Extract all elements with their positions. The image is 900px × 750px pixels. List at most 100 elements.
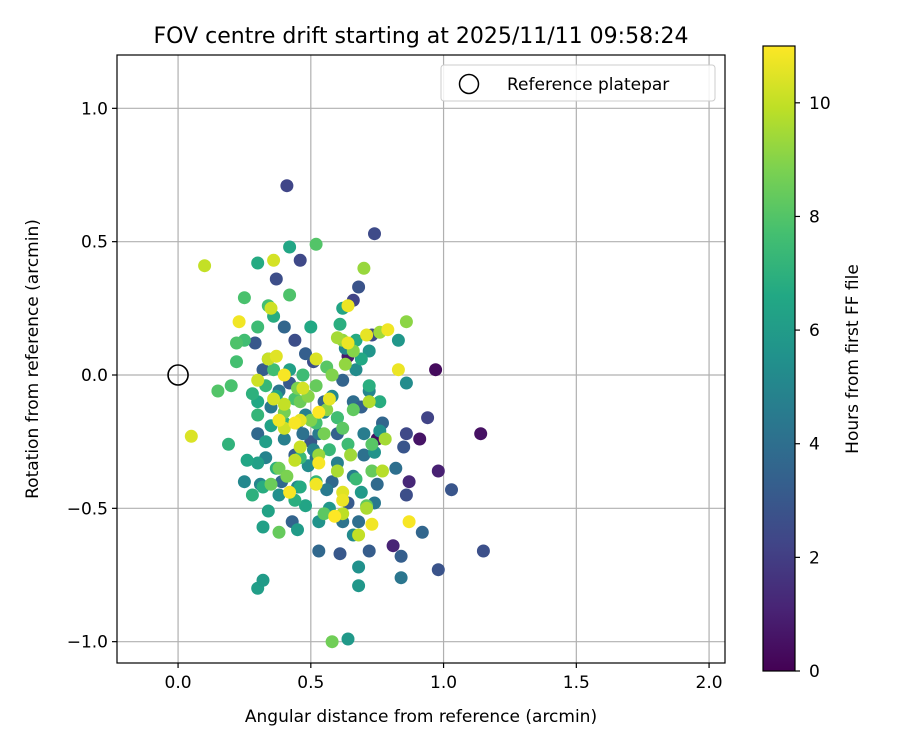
colorbar-gradient [762, 45, 796, 672]
data-point [373, 395, 387, 409]
reference-platepar-marker [167, 364, 189, 386]
data-point [330, 331, 344, 345]
data-point [399, 488, 413, 502]
data-point [360, 328, 374, 342]
data-point [402, 475, 416, 489]
data-point [352, 528, 366, 542]
data-point [256, 363, 270, 377]
data-point [394, 571, 408, 585]
data-point [333, 317, 347, 331]
data-point [256, 573, 270, 587]
data-point [352, 579, 366, 593]
x-tick-label: 1.0 [430, 673, 457, 693]
data-point [341, 437, 355, 451]
data-point [309, 237, 323, 251]
colorbar-tick-label: 10 [809, 94, 831, 114]
data-point [283, 485, 297, 499]
data-point [386, 539, 400, 553]
data-point [333, 547, 347, 561]
y-tick-label: −1.0 [67, 633, 108, 653]
data-point [368, 227, 381, 241]
data-point [222, 437, 235, 451]
data-point [291, 523, 304, 537]
data-point [320, 483, 334, 497]
data-point [230, 355, 243, 369]
data-point [336, 421, 350, 435]
data-point [304, 413, 318, 427]
colorbar: 0 2 4 6 8 10 Hours from first FF file [762, 45, 863, 682]
data-point [431, 464, 445, 478]
data-point [296, 427, 310, 441]
data-point [267, 392, 281, 406]
x-tick-label: 0.5 [297, 673, 324, 693]
data-point [269, 272, 283, 286]
data-point [328, 509, 342, 523]
colorbar-tick-label: 2 [809, 548, 820, 568]
data-point [264, 477, 278, 491]
data-point [269, 349, 283, 363]
colorbar-tick-label: 8 [809, 207, 820, 227]
data-point [261, 504, 275, 518]
data-point [389, 461, 403, 475]
data-point [264, 301, 278, 315]
y-tick-label: 0.0 [81, 366, 108, 386]
data-point [251, 256, 265, 270]
colorbar-ticks: 0 2 4 6 8 10 [795, 94, 831, 682]
colorbar-tick-label: 6 [809, 321, 820, 341]
data-point [391, 363, 405, 377]
data-point [365, 464, 379, 478]
data-point [349, 472, 363, 486]
data-point [280, 469, 294, 483]
data-point [293, 440, 307, 454]
colorbar-label: Hours from first FF file [843, 264, 863, 454]
data-point [362, 544, 376, 558]
y-axis-label: Rotation from reference (arcmin) [23, 219, 43, 499]
data-point [230, 336, 243, 350]
x-tick-label: 1.5 [563, 673, 590, 693]
data-point [341, 632, 355, 646]
data-point [330, 464, 344, 478]
data-point [240, 453, 254, 467]
data-point [280, 179, 294, 193]
data-point [259, 435, 273, 449]
data-point [391, 333, 405, 347]
data-point [245, 488, 259, 502]
colorbar-tick-label: 4 [809, 435, 820, 455]
data-point [378, 432, 392, 446]
data-point [476, 544, 490, 558]
data-point [431, 563, 445, 577]
data-point [344, 448, 358, 462]
x-axis-label: Angular distance from reference (arcmin) [245, 707, 597, 727]
y-tick-label: −0.5 [67, 499, 108, 519]
data-point [352, 560, 366, 574]
data-point [288, 416, 302, 430]
y-tick-label: 1.0 [81, 99, 108, 119]
data-point [283, 240, 297, 254]
data-point [330, 411, 344, 425]
data-point [365, 437, 379, 451]
data-point [251, 408, 265, 422]
data-point [354, 352, 368, 366]
data-point [402, 515, 416, 529]
data-point [232, 315, 246, 329]
data-point [399, 376, 413, 390]
data-point [251, 427, 265, 441]
data-point [415, 525, 429, 539]
data-point [322, 443, 336, 457]
data-point [309, 477, 323, 491]
data-point [237, 291, 251, 305]
data-point [325, 368, 339, 382]
data-point [325, 635, 339, 649]
data-point [394, 549, 408, 563]
data-point [381, 323, 395, 337]
data-point [397, 440, 411, 454]
data-point [399, 315, 413, 329]
data-point [277, 368, 291, 382]
x-tick-label: 0.0 [165, 673, 192, 693]
data-point [399, 427, 413, 441]
data-point [272, 525, 286, 539]
data-point [198, 259, 212, 273]
data-point [312, 544, 326, 558]
data-point [365, 517, 379, 531]
